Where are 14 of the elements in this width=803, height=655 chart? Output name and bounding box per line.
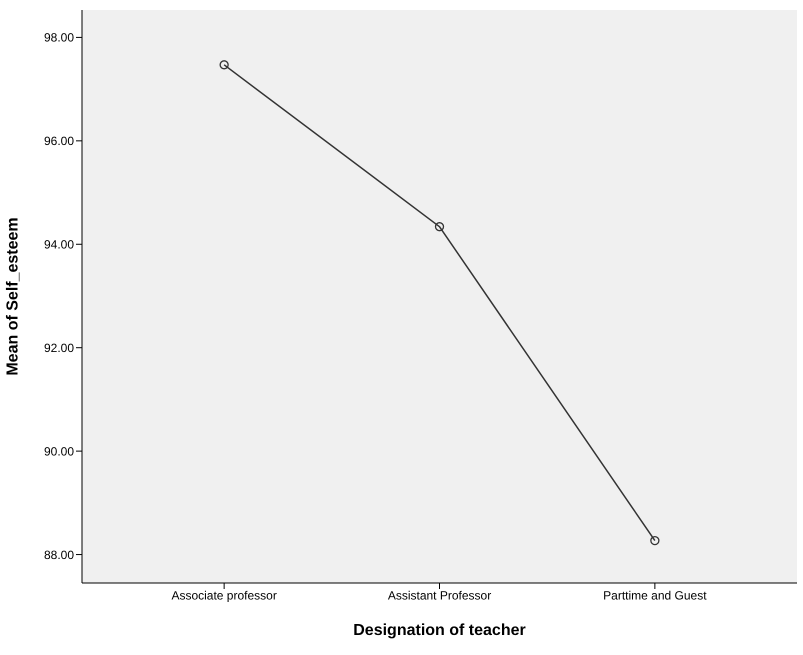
point [434, 222, 444, 232]
y-axis-title: Mean of Self_esteem [4, 217, 22, 376]
point [650, 536, 660, 546]
x-tick-label: Assistant Professor [388, 588, 492, 603]
y-tick-label: 96.00 [44, 134, 74, 148]
y-tick-label: 92.00 [44, 340, 74, 355]
x-axis-title: Designation of teacher [353, 622, 526, 639]
y-tick-label: 98.00 [44, 30, 74, 45]
x-tick-label: Parttime and Guest [603, 588, 708, 603]
y-tick-label: 90.00 [44, 444, 74, 458]
y-tick-label: 94.00 [44, 238, 74, 252]
x-tick-label: Associate professor [171, 588, 277, 603]
y-tick-label: 88.00 [44, 548, 74, 562]
point [219, 60, 229, 70]
